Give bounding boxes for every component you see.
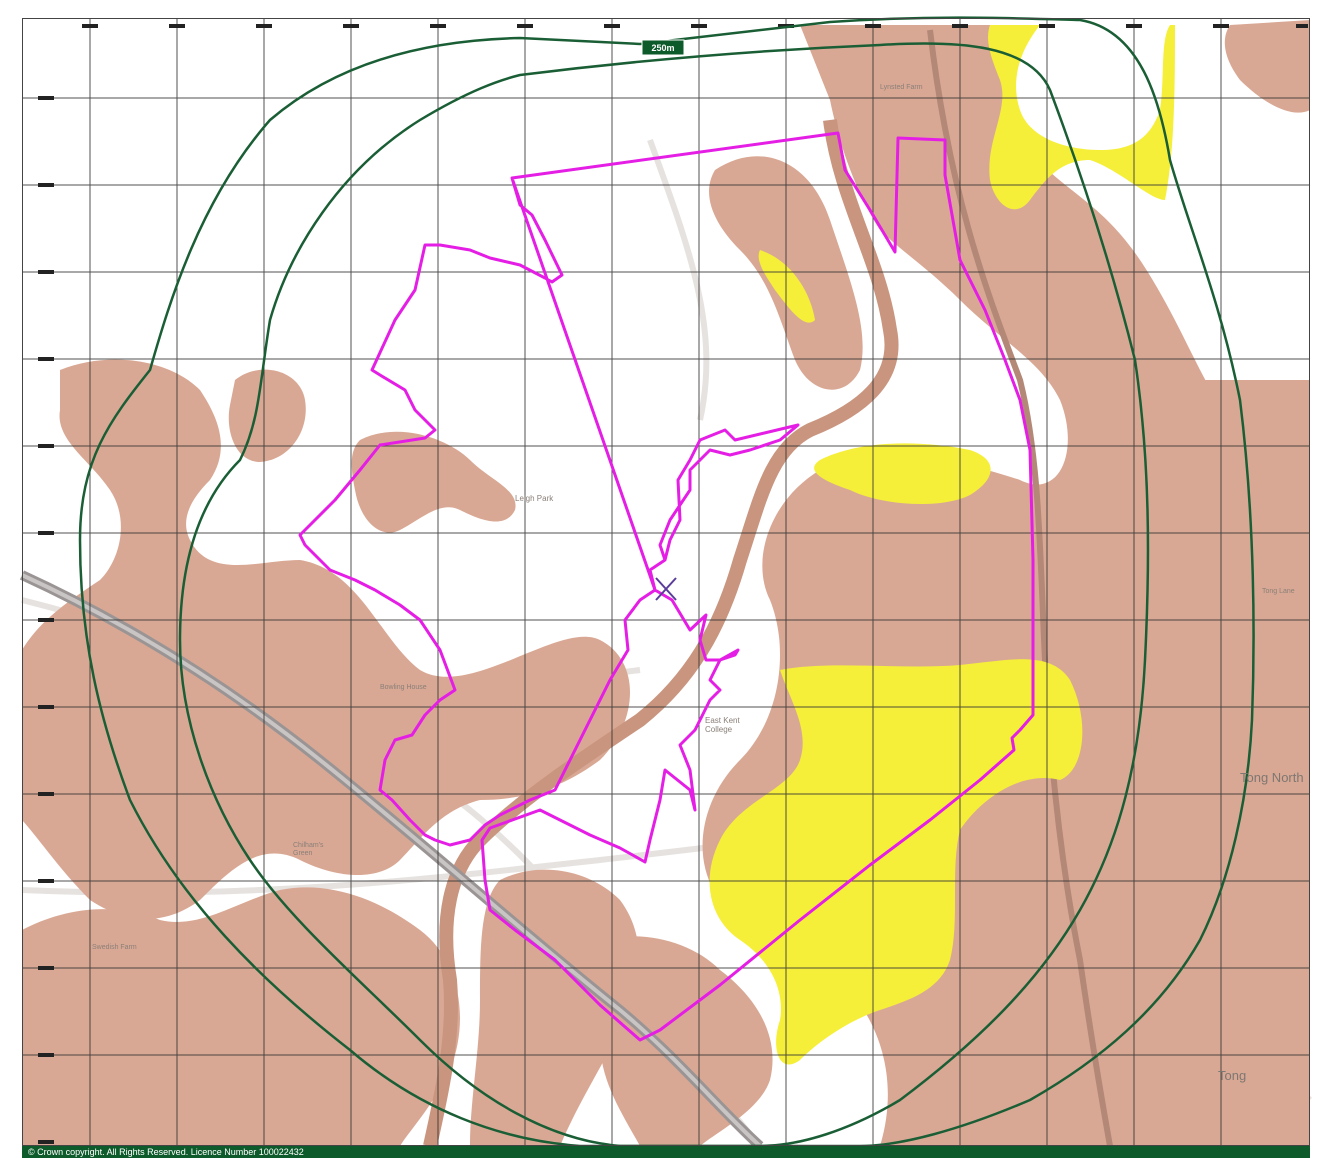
place-label-tong-north: Tong North xyxy=(1240,770,1304,785)
copyright-footer: © Crown copyright. All Rights Reserved. … xyxy=(22,1146,1310,1158)
place-label-lynsted-farm: Lynsted Farm xyxy=(880,84,923,91)
buffer-line-outer[interactable] xyxy=(78,16,1255,1148)
place-label-tong-lane: Tong Lane xyxy=(1262,588,1295,595)
place-label-leigh-park: Leigh Park xyxy=(515,494,554,503)
place-label-chilhams-green: Chilham's Green xyxy=(293,842,324,857)
grid-tick-marks xyxy=(38,24,1308,1144)
site-boundary[interactable] xyxy=(298,131,1035,1042)
sand-geology xyxy=(709,25,1175,1065)
place-label-bowling-house: Bowling House xyxy=(380,684,427,691)
place-label-swedish-farm: Swedish Farm xyxy=(92,944,137,951)
cross-marker-icon xyxy=(655,577,677,601)
railway-line-inner xyxy=(21,573,762,1148)
place-label-tong: Tong xyxy=(1218,1068,1247,1083)
place-label-east-kent-college: East Kent College xyxy=(705,716,740,734)
buffer-label: 250m xyxy=(651,43,674,53)
buffer-label-box xyxy=(641,39,685,56)
river-corridor xyxy=(423,29,1113,1148)
buffer-line-inner[interactable] xyxy=(178,42,1150,1148)
